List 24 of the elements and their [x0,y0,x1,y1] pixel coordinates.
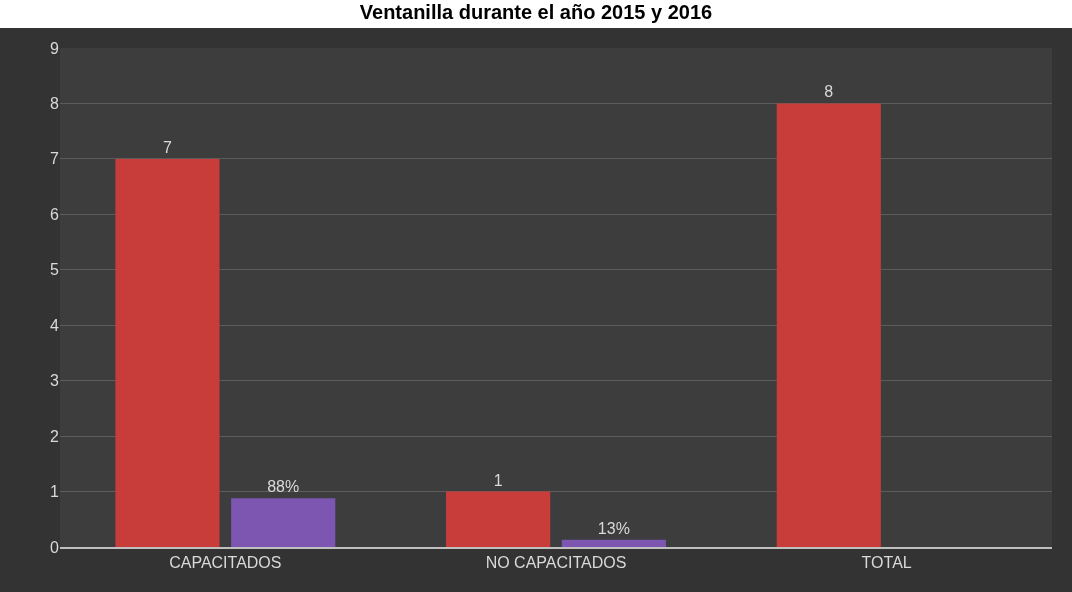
y-tick-label: 7 [50,150,60,168]
y-tick-label: 8 [50,95,60,113]
y-tick-label: 9 [50,39,60,57]
x-tick-label: CAPACITADOS [169,554,282,572]
y-tick-label: 5 [50,261,60,279]
y-tick-label: 3 [50,372,60,390]
y-tick-label: 1 [50,483,60,501]
x-tick-label: TOTAL [861,554,912,572]
chart-title: Ventanilla durante el año 2015 y 2016 [358,0,714,25]
bar [231,498,336,547]
bar [776,103,881,547]
y-tick-label: 0 [50,538,60,556]
data-label: 8 [824,83,834,101]
y-tick-label: 2 [50,427,60,445]
y-tick-label: 6 [50,205,60,223]
x-tick-label: NO CAPACITADOS [485,554,627,572]
bar [446,491,551,547]
data-label: 88% [267,478,300,496]
data-label: 13% [597,519,630,537]
bar [115,158,220,547]
data-label: 7 [162,138,172,156]
bar [561,539,666,547]
y-tick-label: 4 [50,316,60,334]
data-label: 1 [493,471,503,489]
